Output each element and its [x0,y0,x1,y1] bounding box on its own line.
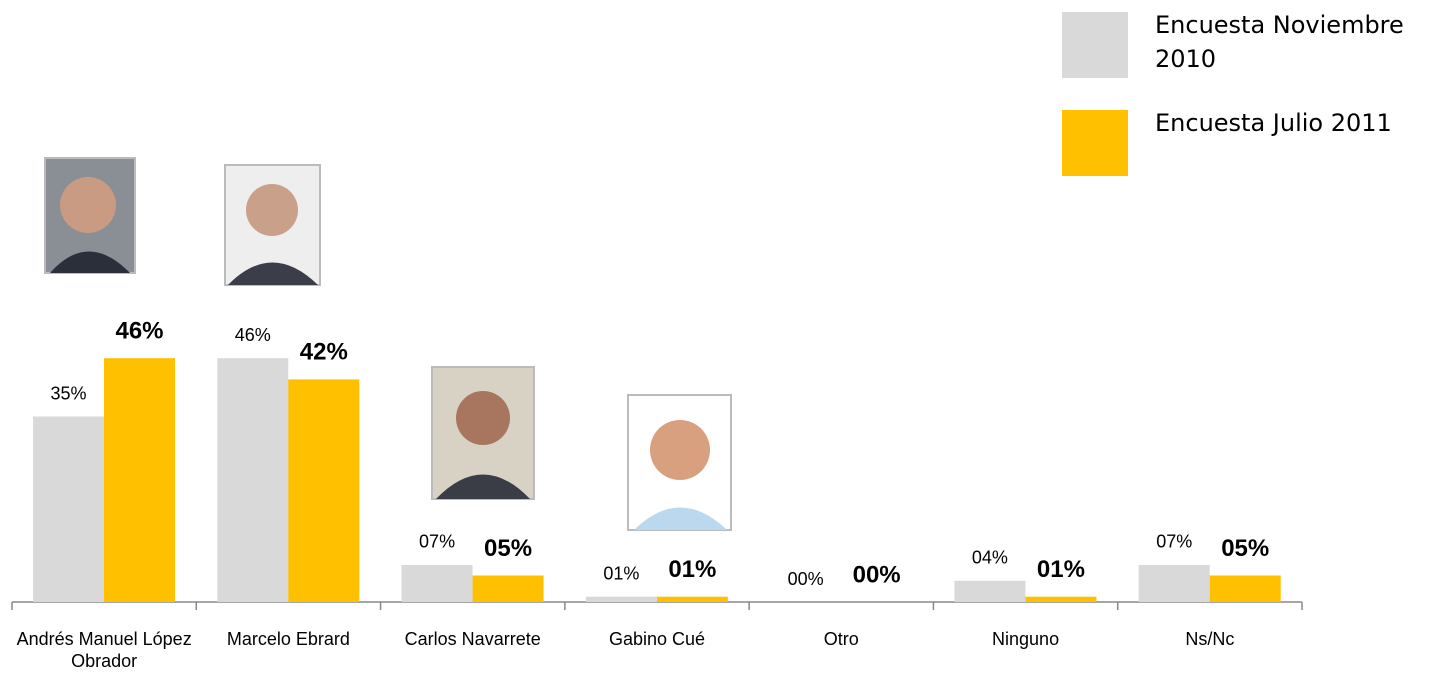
category-label: Carlos Navarrete [404,629,541,649]
bar [585,596,657,602]
bar [288,379,360,602]
category-label: Marcelo Ebrard [226,629,350,649]
category-label: Andrés Manuel López Obrador [16,629,192,671]
bar [656,596,728,602]
legend-label: Encuesta Noviembre 2010 [1155,11,1404,73]
data-label: 46% [235,325,271,345]
data-label: 46% [115,318,163,345]
data-label: 07% [419,532,455,552]
data-label: 07% [1156,532,1192,552]
category-label: Ns/Nc [1185,629,1235,649]
data-label: 01% [1037,556,1085,583]
category-label: Ninguno [992,629,1060,649]
bar [472,575,544,602]
category-label: Otro [823,629,859,649]
data-label: 05% [1221,535,1269,562]
bar [1025,596,1097,602]
data-label: 05% [484,535,532,562]
legend-swatch [1062,12,1128,78]
legend-label: Encuesta Julio 2011 [1155,109,1392,137]
bar [33,416,104,602]
photo [44,157,732,531]
bar [1209,575,1281,602]
category-label: Gabino Cué [608,629,706,649]
data-label: 00% [788,569,824,589]
bar [401,564,473,602]
data-label: 42% [300,339,348,366]
data-label: 01% [668,556,716,583]
legend-swatch [1062,110,1128,176]
data-label: 01% [603,563,639,583]
bar [954,580,1026,602]
data-label: 35% [50,383,86,403]
data-label: 00% [853,561,901,588]
bar [1138,564,1210,602]
data-label: 04% [972,548,1008,568]
bar [217,358,289,602]
bar [104,358,175,602]
